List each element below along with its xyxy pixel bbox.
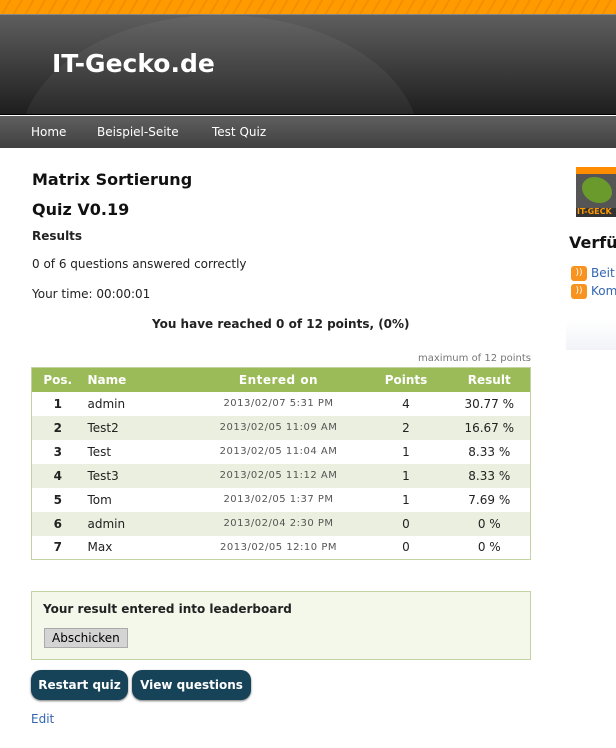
edit-link[interactable]: Edit (31, 712, 55, 726)
sidebar-link-kommentare[interactable]: Kom (591, 284, 616, 298)
row-pos: 7 (53, 540, 62, 555)
col-points: Points (363, 367, 449, 392)
gecko-logo: IT-GECK (576, 167, 616, 217)
row-result: 30.77 % (464, 396, 515, 411)
col-result: Result (448, 367, 531, 392)
row-points: 4 (402, 396, 410, 411)
row-result: 8.33 % (448, 463, 531, 488)
rss-icon: )) (571, 284, 587, 299)
restart-quiz-button[interactable]: Restart quiz (31, 670, 128, 700)
table-row: 5 Tom 2013/02/05 1:37 PM 1 7.69 % (32, 488, 531, 512)
leaderboard-message: Your result entered into leaderboard (43, 602, 292, 616)
row-result: 0 % (448, 511, 531, 536)
row-points: 1 (363, 463, 449, 488)
row-result: 0 % (477, 540, 501, 555)
row-points: 0 (363, 511, 449, 536)
submit-button[interactable]: Abschicken (44, 628, 128, 648)
leaderboard-box: Your result entered into leaderboard Abs… (31, 591, 531, 660)
row-result: 7.69 % (468, 492, 511, 507)
row-pos: 1 (53, 396, 62, 411)
row-entered: 2013/02/05 1:37 PM (223, 494, 334, 505)
rss-icon: )) (571, 266, 587, 281)
results-heading: Results (32, 229, 83, 243)
col-pos: Pos. (31, 367, 84, 392)
row-pos: 2 (31, 415, 84, 440)
answered-text: 0 of 6 questions answered correctly (32, 257, 247, 271)
table-row: 4 Test3 2013/02/05 11:12 AM 1 8.33 % (31, 463, 531, 488)
row-name: Tom (87, 492, 112, 507)
row-points: 1 (402, 444, 410, 459)
row-pos: 3 (53, 444, 62, 459)
row-name: admin (83, 511, 194, 536)
table-header: Pos. Name Entered on Points Result (31, 367, 531, 392)
table-row: 1 admin 2013/02/07 5:31 PM 4 30.77 % (32, 392, 531, 416)
nav-home[interactable]: Home (31, 125, 67, 139)
table-row: 7 Max 2013/02/05 12:10 PM 0 0 % (32, 536, 531, 560)
table-row: 3 Test 2013/02/05 11:04 AM 1 8.33 % (32, 440, 531, 464)
col-entered: Entered on (193, 367, 364, 392)
row-result: 8.33 % (468, 444, 511, 459)
row-name: Max (87, 540, 113, 555)
row-pos: 6 (31, 511, 84, 536)
top-stripe (0, 0, 616, 15)
col-name: Name (83, 367, 194, 392)
sidebar-fade (566, 320, 616, 350)
row-points: 2 (363, 415, 449, 440)
sidebar-link-beitraege[interactable]: Beit (591, 266, 615, 280)
row-points: 1 (402, 492, 410, 507)
row-entered: 2013/02/05 12:10 PM (220, 541, 337, 553)
row-entered: 2013/02/05 11:12 AM (193, 463, 364, 488)
row-points: 0 (402, 540, 410, 555)
nav-beispiel-seite[interactable]: Beispiel-Seite (97, 125, 179, 139)
time-text: Your time: 00:00:01 (32, 287, 151, 301)
row-pos: 5 (53, 492, 62, 507)
row-entered: 2013/02/04 2:30 PM (193, 511, 364, 536)
row-name: Test (87, 444, 112, 459)
table-row: 6 admin 2013/02/04 2:30 PM 0 0 % (31, 511, 531, 536)
row-result: 16.67 % (448, 415, 531, 440)
page-title: Matrix Sortierung (32, 170, 193, 189)
site-title[interactable]: IT-Gecko.de (52, 49, 215, 78)
sidebar-heading: Verfü (569, 233, 616, 252)
row-entered: 2013/02/05 11:04 AM (219, 446, 338, 457)
points-text: You have reached 0 of 12 points, (0%) (152, 317, 410, 331)
row-entered: 2013/02/07 5:31 PM (223, 398, 334, 409)
main-nav: Home Beispiel-Seite Test Quiz (0, 116, 616, 148)
row-entered: 2013/02/05 11:09 AM (193, 415, 364, 440)
row-name: Test2 (83, 415, 194, 440)
row-name: admin (87, 396, 126, 411)
view-questions-button[interactable]: View questions (132, 670, 251, 700)
site-header: IT-Gecko.de (0, 15, 616, 115)
table-row: 2 Test2 2013/02/05 11:09 AM 2 16.67 % (31, 415, 531, 440)
max-points: maximum of 12 points (418, 353, 531, 364)
quiz-version: Quiz V0.19 (32, 200, 130, 219)
row-name: Test3 (83, 463, 194, 488)
nav-test-quiz[interactable]: Test Quiz (212, 125, 267, 139)
leaderboard-table: Pos. Name Entered on Points Result 1 admi… (31, 367, 531, 560)
row-pos: 4 (31, 463, 84, 488)
